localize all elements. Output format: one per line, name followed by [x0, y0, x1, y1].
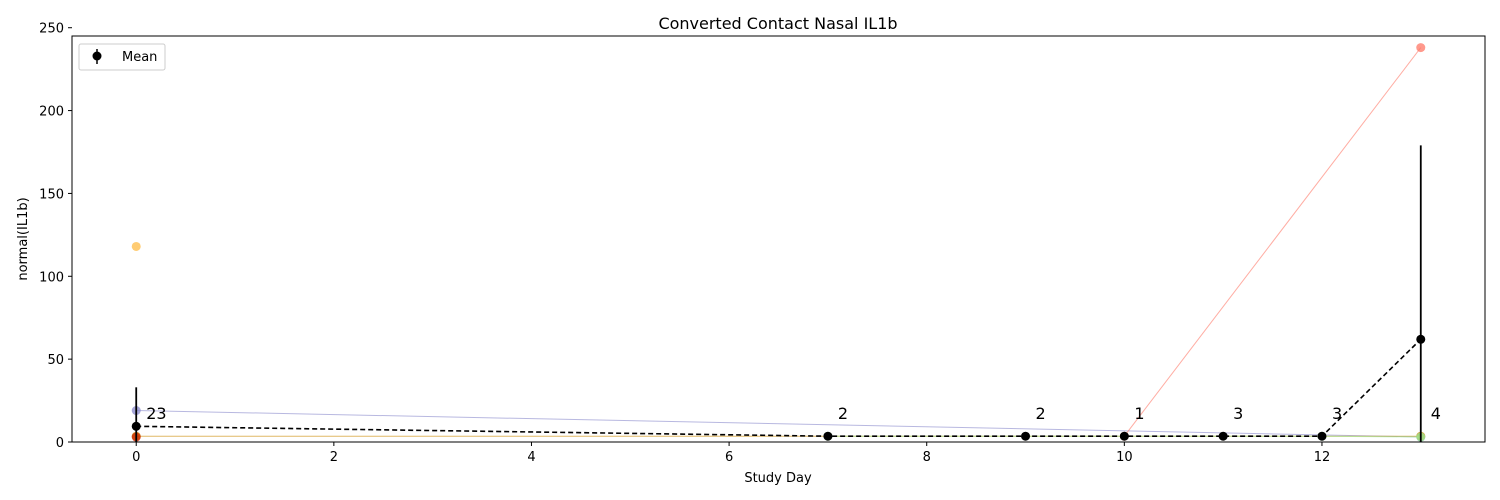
count-label-3: 1: [1134, 404, 1144, 423]
subject-line-4: [1123, 47, 1422, 437]
legend: Mean: [78, 43, 166, 71]
x-tick-label-5: 10: [1116, 450, 1133, 465]
y-tick-label-5: 250: [39, 22, 64, 37]
axes-frame: [71, 35, 1486, 443]
x-tick-label-2: 4: [527, 450, 535, 465]
mean-point-5: [1317, 431, 1327, 441]
chart-title: Converted Contact Nasal IL1b: [658, 14, 897, 33]
legend-box: [78, 43, 166, 71]
subject-line-0: [136, 410, 1421, 438]
mean-point-0: [131, 421, 141, 431]
mean-point-4: [1218, 431, 1228, 441]
y-tick-label-1: 50: [47, 353, 64, 368]
x-axis: 0 2 4 6 8 10 12: [132, 442, 1330, 465]
y-tick-label-4: 200: [39, 105, 64, 120]
y-axis: 0 50 100 150 200 250: [39, 22, 72, 451]
subject-point-4-1: [1416, 43, 1426, 53]
y-tick-label-0: 0: [56, 436, 64, 451]
count-label-1: 2: [838, 404, 848, 423]
mean-point-3: [1119, 431, 1129, 441]
count-label-5: 3: [1332, 404, 1342, 423]
x-tick-label-3: 6: [725, 450, 733, 465]
y-axis-label: normal(IL1b): [16, 197, 31, 280]
count-label-0: 23: [146, 404, 166, 423]
plot-area: 23 2 2 1 3 3 4: [131, 43, 1441, 442]
x-tick-label-6: 12: [1314, 450, 1331, 465]
x-axis-label: Study Day: [744, 471, 812, 486]
count-label-6: 4: [1431, 404, 1441, 423]
mean-point-1: [823, 431, 833, 441]
subject-point-1-0: [131, 241, 141, 251]
mean-point-6: [1416, 334, 1426, 344]
count-label-4: 3: [1233, 404, 1243, 423]
mean-point-2: [1021, 431, 1031, 441]
x-tick-label-4: 8: [923, 450, 931, 465]
y-tick-label-2: 100: [39, 270, 64, 285]
legend-label-mean: Mean: [122, 50, 157, 65]
x-tick-label-0: 0: [132, 450, 140, 465]
count-label-2: 2: [1036, 404, 1046, 423]
legend-marker-icon: [92, 51, 102, 61]
x-tick-label-1: 2: [330, 450, 338, 465]
y-tick-label-3: 150: [39, 187, 64, 202]
mean-line: [136, 338, 1422, 437]
